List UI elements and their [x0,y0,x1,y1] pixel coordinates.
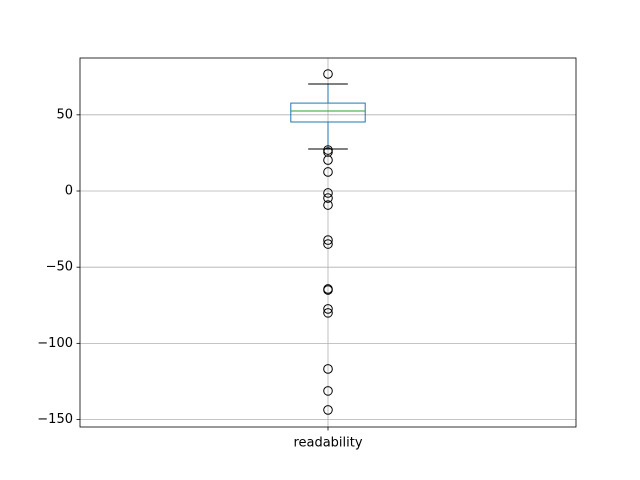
flier [323,405,333,415]
flier [323,69,333,79]
flier [323,308,333,318]
axes-frame [79,57,577,428]
flier [323,147,333,157]
flier [323,155,333,165]
flier [323,304,333,314]
y-tick-label: −50 [46,260,73,275]
flier [323,235,333,245]
y-tick-label: 50 [56,107,73,122]
box [290,102,366,123]
y-tick-label: 0 [65,184,73,199]
flier [323,239,333,249]
flier [323,285,333,295]
flier [323,386,333,396]
y-tick-label: −100 [37,336,73,351]
flier [323,188,333,198]
flier [323,200,333,210]
flier [323,167,333,177]
y-tick-label: −150 [37,412,73,427]
flier [323,364,333,374]
flier [323,193,333,203]
x-tick-label: readability [293,436,362,451]
